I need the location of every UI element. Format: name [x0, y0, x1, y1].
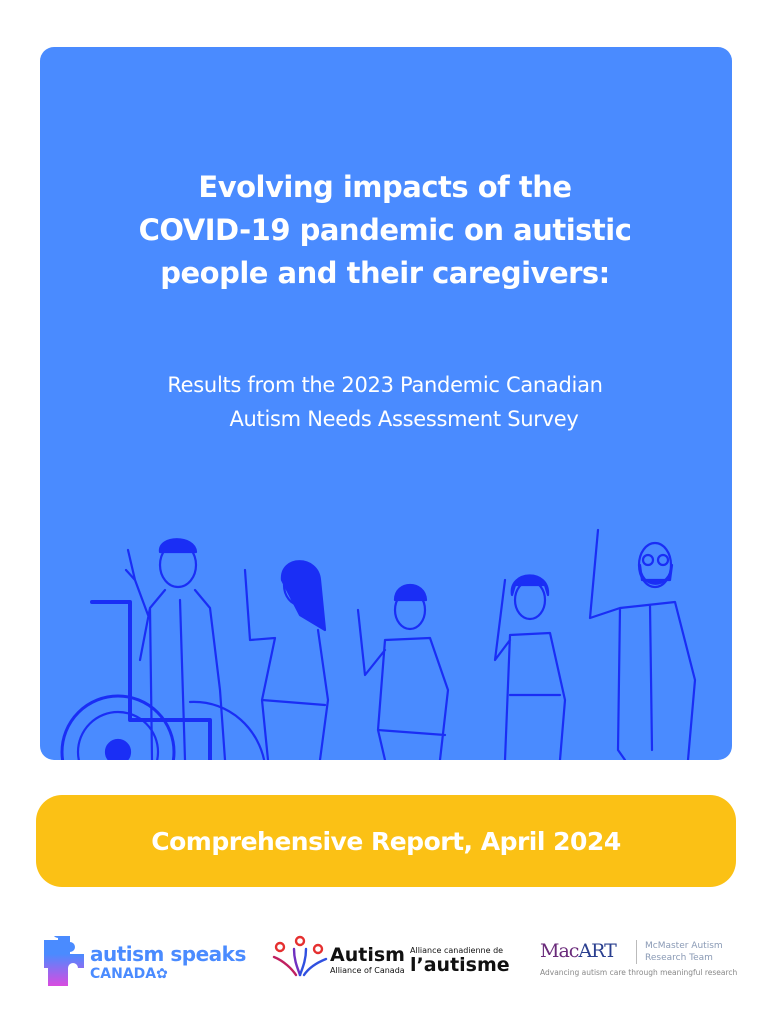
title-line: Evolving impacts of the	[198, 170, 572, 204]
report-label: Comprehensive Report, April 2024	[151, 826, 621, 856]
report-subtitle: Results from the 2023 Pandemic Canadian …	[0, 368, 770, 436]
person-2	[243, 560, 330, 760]
autism-speaks-canada-text: CANADA✿	[90, 967, 168, 981]
autism-speaks-puzzle-logo	[44, 936, 84, 986]
subtitle-line: Autism Needs Assessment Survey	[229, 407, 579, 431]
autism-alliance-figures-logo	[272, 935, 328, 977]
logo-divider	[636, 940, 637, 964]
wheelchair	[60, 600, 267, 760]
people-waving-illustration	[60, 528, 697, 760]
macart-logo-text: MacART	[540, 940, 617, 962]
person-4	[493, 574, 567, 760]
alliance-french-subtext: Alliance canadienne de	[410, 946, 504, 955]
person-3	[356, 584, 450, 760]
autism-alliance-logo-text: Autism	[330, 944, 405, 966]
alliance-french-logo-text: l’autisme	[410, 954, 510, 976]
autism-speaks-logo-text: autism speaks	[90, 942, 246, 966]
canada-label: CANADA	[90, 966, 157, 982]
title-line: COVID-19 pandemic on autistic	[138, 213, 632, 247]
macart-mac: Mac	[540, 940, 579, 962]
team-line: McMaster Autism	[645, 941, 723, 951]
title-line: people and their caregivers:	[160, 256, 610, 290]
report-title: Evolving impacts of the COVID-19 pandemi…	[0, 166, 770, 295]
macart-tagline: Advancing autism care through meaningful…	[540, 968, 738, 977]
report-date-banner: Comprehensive Report, April 2024	[36, 795, 736, 887]
team-line: Research Team	[645, 953, 713, 963]
maple-leaf-icon: ✿	[156, 966, 168, 982]
macart-art: ART	[578, 940, 616, 962]
macart-team-name: McMaster Autism Research Team	[645, 940, 723, 964]
autism-alliance-subtext: Alliance of Canada	[330, 966, 405, 975]
person-1	[124, 538, 227, 760]
subtitle-line: Results from the 2023 Pandemic Canadian	[167, 373, 603, 397]
person-5	[588, 528, 697, 760]
